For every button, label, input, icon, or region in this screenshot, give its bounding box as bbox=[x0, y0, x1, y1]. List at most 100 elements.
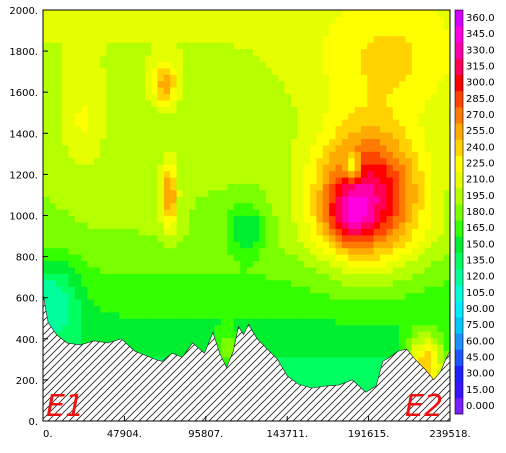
heatmap-cell bbox=[297, 144, 305, 152]
heatmap-cell bbox=[373, 318, 381, 326]
heatmap-cell bbox=[367, 80, 375, 88]
colorbar-swatch bbox=[455, 397, 463, 415]
heatmap-cell bbox=[284, 298, 292, 306]
heatmap-cell bbox=[297, 29, 305, 37]
heatmap-cell bbox=[208, 311, 216, 319]
heatmap-cell bbox=[437, 209, 445, 217]
heatmap-cell bbox=[170, 189, 178, 197]
heatmap-cell bbox=[144, 311, 152, 319]
heatmap-cell bbox=[87, 61, 95, 69]
heatmap-cell bbox=[348, 80, 356, 88]
heatmap-cell bbox=[170, 144, 178, 152]
heatmap-cell bbox=[106, 144, 114, 152]
heatmap-cell bbox=[62, 125, 70, 133]
heatmap-cell bbox=[411, 279, 419, 287]
colorbar-label: 165.0 bbox=[466, 223, 495, 234]
heatmap-cell bbox=[195, 80, 203, 88]
heatmap-cell bbox=[335, 170, 343, 178]
heatmap-cell bbox=[335, 215, 343, 223]
heatmap-cell bbox=[170, 157, 178, 165]
heatmap-cell bbox=[322, 286, 330, 294]
heatmap-cell bbox=[100, 292, 108, 300]
heatmap-cell bbox=[151, 106, 159, 114]
heatmap-cell bbox=[360, 93, 368, 101]
heatmap-cell bbox=[100, 241, 108, 249]
heatmap-cell bbox=[87, 87, 95, 95]
heatmap-cell bbox=[214, 29, 222, 37]
heatmap-cell bbox=[246, 234, 254, 242]
heatmap-cell bbox=[380, 356, 388, 364]
heatmap-cell bbox=[316, 228, 324, 236]
heatmap-cell bbox=[125, 202, 133, 210]
heatmap-cell bbox=[335, 61, 343, 69]
heatmap-cell bbox=[74, 196, 82, 204]
heatmap-cell bbox=[322, 189, 330, 197]
colorbar-swatch bbox=[455, 42, 463, 59]
heatmap-cell bbox=[93, 209, 101, 217]
heatmap-cell bbox=[176, 215, 184, 223]
heatmap-cell bbox=[49, 266, 57, 274]
heatmap-cell bbox=[373, 202, 381, 210]
heatmap-cell bbox=[329, 176, 337, 184]
heatmap-cell bbox=[138, 144, 146, 152]
heatmap-cell bbox=[55, 189, 63, 197]
heatmap-cell bbox=[259, 331, 267, 339]
heatmap-cell bbox=[418, 74, 426, 82]
heatmap-cell bbox=[81, 157, 89, 165]
heatmap-cell bbox=[322, 183, 330, 191]
heatmap-cell bbox=[405, 176, 413, 184]
heatmap-cell bbox=[195, 176, 203, 184]
heatmap-cell bbox=[170, 343, 178, 351]
heatmap-cell bbox=[106, 35, 114, 43]
heatmap-cell bbox=[221, 10, 229, 18]
heatmap-cell bbox=[424, 132, 432, 140]
heatmap-cell bbox=[246, 318, 254, 326]
heatmap-cell bbox=[157, 10, 165, 18]
heatmap-cell bbox=[329, 80, 337, 88]
heatmap-cell bbox=[144, 16, 152, 24]
heatmap-cell bbox=[100, 196, 108, 204]
heatmap-cell bbox=[62, 221, 70, 229]
heatmap-cell bbox=[386, 241, 394, 249]
heatmap-cell bbox=[367, 279, 375, 287]
heatmap-cell bbox=[214, 125, 222, 133]
heatmap-cell bbox=[221, 266, 229, 274]
heatmap-cell bbox=[373, 234, 381, 242]
heatmap-cell bbox=[93, 99, 101, 107]
heatmap-cell bbox=[443, 87, 450, 95]
heatmap-cell bbox=[93, 279, 101, 287]
heatmap-cell bbox=[424, 337, 432, 345]
heatmap-cell bbox=[112, 151, 120, 159]
colorbar-label: 285.0 bbox=[466, 94, 495, 105]
heatmap-cell bbox=[380, 273, 388, 281]
heatmap-cell bbox=[176, 74, 184, 82]
colorbar-label: 30.00 bbox=[466, 369, 495, 380]
heatmap-cell bbox=[81, 164, 89, 172]
heatmap-cell bbox=[316, 369, 324, 377]
y-tick-label: 2000. bbox=[9, 6, 38, 17]
heatmap-cell bbox=[392, 80, 400, 88]
heatmap-cell bbox=[62, 318, 70, 326]
heatmap-cell bbox=[303, 331, 311, 339]
heatmap-cell bbox=[316, 29, 324, 37]
heatmap-cell bbox=[233, 286, 241, 294]
heatmap-cell bbox=[157, 106, 165, 114]
heatmap-cell bbox=[297, 215, 305, 223]
heatmap-cell bbox=[68, 247, 76, 255]
heatmap-cell bbox=[163, 16, 171, 24]
heatmap-cell bbox=[284, 189, 292, 197]
heatmap-cell bbox=[100, 112, 108, 120]
heatmap-cell bbox=[252, 183, 260, 191]
heatmap-cell bbox=[100, 331, 108, 339]
heatmap-cell bbox=[43, 228, 50, 236]
heatmap-cell bbox=[278, 260, 286, 268]
heatmap-cell bbox=[411, 61, 419, 69]
heatmap-cell bbox=[424, 266, 432, 274]
heatmap-cell bbox=[163, 241, 171, 249]
heatmap-cell bbox=[411, 157, 419, 165]
heatmap-cell bbox=[373, 196, 381, 204]
heatmap-cell bbox=[68, 292, 76, 300]
heatmap-cell bbox=[125, 61, 133, 69]
heatmap-cell bbox=[399, 202, 407, 210]
heatmap-cell bbox=[74, 292, 82, 300]
